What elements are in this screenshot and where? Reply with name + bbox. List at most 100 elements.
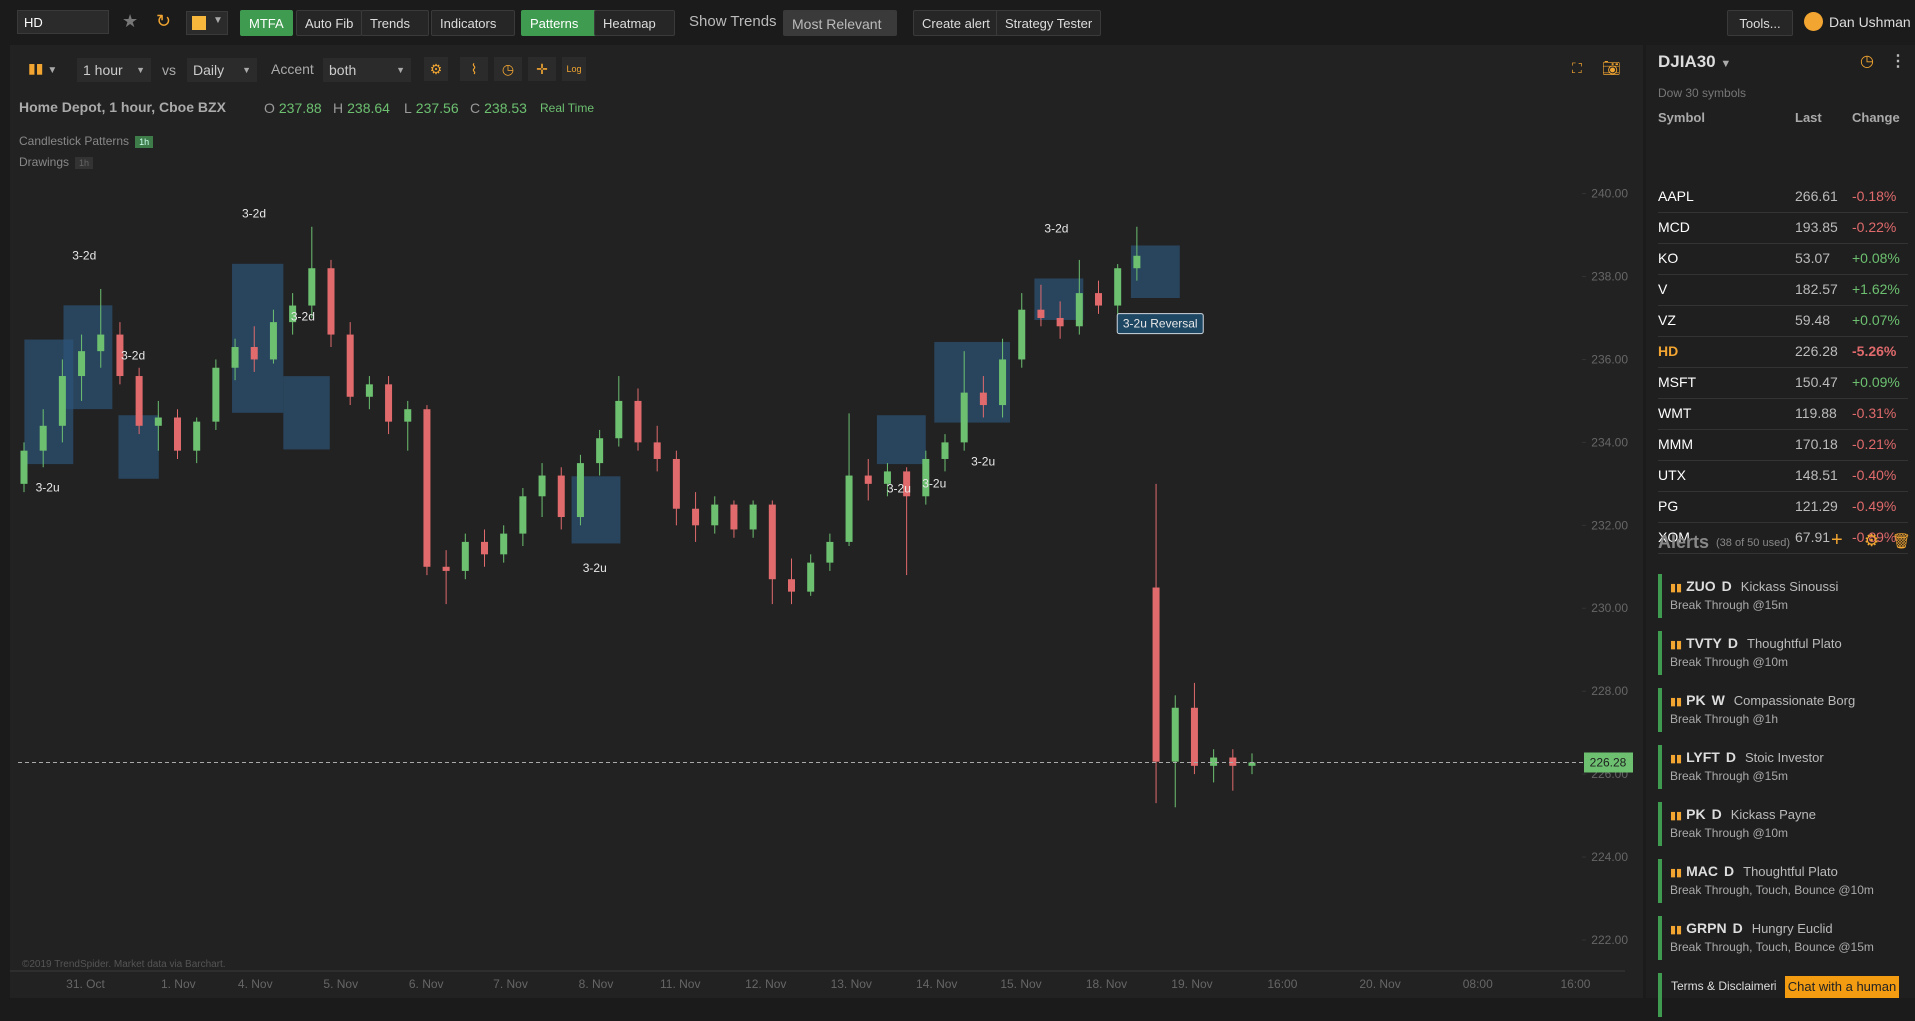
x-tick-label: 7. Nov bbox=[493, 977, 528, 991]
watchlist-row[interactable]: PG 121.29 -0.49% bbox=[1658, 492, 1908, 523]
alert-item[interactable]: ▮▮ LYFT D Stoic Investor Break Through @15m bbox=[1658, 745, 1913, 793]
watchlist-row[interactable]: MSFT 150.47 +0.09% bbox=[1658, 368, 1908, 399]
interval-dropdown[interactable]: 1 hour ▼ bbox=[77, 58, 151, 82]
chat-button[interactable]: Chat with a human bbox=[1785, 976, 1899, 998]
column-header: Last bbox=[1795, 110, 1822, 125]
alert-settings[interactable]: ⚙ bbox=[1864, 531, 1880, 550]
cross-tool[interactable]: ✛ bbox=[528, 57, 556, 81]
toolbar-button[interactable]: MTFA bbox=[240, 10, 293, 36]
symbol-input[interactable]: HD bbox=[17, 10, 109, 34]
color-picker[interactable]: ▼ bbox=[186, 11, 228, 35]
alert-condition: Break Through, Touch, Bounce @15m bbox=[1670, 940, 1874, 954]
alert-delete[interactable]: 🗑︎ bbox=[1892, 533, 1912, 550]
realtime-status: Real Time bbox=[540, 101, 595, 115]
watchlist-row[interactable]: WMT 119.88 -0.31% bbox=[1658, 399, 1908, 430]
sort-dropdown[interactable]: Most Relevant ▾ bbox=[783, 10, 897, 58]
pattern-label: 3-2u bbox=[971, 455, 995, 469]
alert-item[interactable]: ▮▮ ZUO D Kickass Sinoussi Break Through @15m bbox=[1658, 574, 1913, 622]
toolbar-button[interactable]: Trends bbox=[361, 10, 429, 36]
alert-item[interactable]: ▮▮ MAC D Thoughtful Plato Break Through, Tou… bbox=[1658, 859, 1913, 907]
watchlist-row[interactable]: XOM 67.91 -0.89% bbox=[1658, 523, 1908, 554]
tools-button[interactable]: Tools... bbox=[1727, 10, 1793, 36]
toolbar-button[interactable]: Heatmap bbox=[594, 10, 675, 36]
watchlist-row[interactable]: MMM 170.18 -0.21% bbox=[1658, 430, 1908, 461]
alert-item[interactable]: ▮▮ PK W Compassionate Borg Break Through @1h bbox=[1658, 688, 1913, 736]
alert-line: ▮▮ MAC D Thoughtful Plato bbox=[1670, 863, 1838, 879]
accent-value: both bbox=[329, 62, 357, 78]
pattern-box bbox=[934, 341, 1011, 423]
alert-item[interactable]: ▮▮ TVTY D Thoughtful Plato Break Through @10… bbox=[1658, 631, 1913, 679]
candle-body bbox=[212, 367, 220, 422]
star-icon[interactable]: ★ bbox=[122, 11, 139, 31]
layer-name: Candlestick Patterns bbox=[19, 134, 130, 148]
camera-icon[interactable]: 📷︎ bbox=[1602, 60, 1622, 77]
show-trends[interactable]: Show Trends bbox=[689, 13, 777, 30]
chart-type-icon[interactable]: ▮▮ ▼ bbox=[28, 60, 58, 76]
x-tick-label: 13. Nov bbox=[831, 977, 872, 991]
candle-body bbox=[1171, 707, 1179, 762]
add-alert[interactable]: + bbox=[1831, 529, 1843, 551]
layer-tag: 1h bbox=[135, 136, 154, 148]
draw-tool[interactable]: ⌇ bbox=[460, 57, 488, 81]
toolbar-button[interactable]: Patterns bbox=[521, 10, 598, 36]
candle-body bbox=[1114, 268, 1122, 306]
candle-body bbox=[442, 566, 450, 571]
alert-condition: Break Through @10m bbox=[1670, 826, 1789, 840]
watchlist-row[interactable]: AAPL 266.61 -0.18% bbox=[1658, 182, 1908, 213]
alert-status-bar bbox=[1658, 688, 1662, 732]
user-name[interactable]: Dan Ushman bbox=[1829, 14, 1911, 30]
row-symbol: HD bbox=[1658, 343, 1679, 359]
pattern-label: 3-2d bbox=[72, 248, 96, 262]
alert-timeframe: W bbox=[1711, 692, 1725, 708]
row-last: 150.47 bbox=[1795, 374, 1838, 390]
fullscreen-icon[interactable]: ⛶ bbox=[1572, 60, 1582, 76]
candle-body bbox=[941, 442, 949, 459]
alert-icon: ▮▮ bbox=[1670, 810, 1683, 822]
candle-body bbox=[711, 504, 719, 526]
create-alert-button[interactable]: Create alert bbox=[913, 10, 999, 36]
watchlist-row[interactable]: UTX 148.51 -0.40% bbox=[1658, 461, 1908, 492]
alert-item[interactable]: ▮▮ GRPN D Hungry Euclid Break Through, Touch… bbox=[1658, 916, 1913, 964]
watchlist-name[interactable]: DJIA30 ▼ bbox=[1658, 52, 1732, 71]
candle-body bbox=[193, 421, 201, 451]
row-symbol: AAPL bbox=[1658, 188, 1694, 204]
candle-body bbox=[883, 471, 891, 484]
row-symbol: PG bbox=[1658, 498, 1679, 514]
color-swatch bbox=[192, 16, 206, 30]
log-toggle[interactable]: Log bbox=[562, 57, 586, 81]
refresh-icon[interactable]: ↻ bbox=[156, 11, 172, 31]
watchlist-row[interactable]: VZ 59.48 +0.07% bbox=[1658, 306, 1908, 337]
toolbar-button[interactable]: Indicators bbox=[431, 10, 516, 36]
candle-body bbox=[692, 508, 700, 526]
settings-button[interactable]: ⚙ bbox=[424, 57, 448, 81]
chart-panel bbox=[10, 45, 1643, 998]
candle-body bbox=[749, 504, 757, 530]
dropdown-arrow: ▼ bbox=[213, 15, 223, 26]
last-price-tag bbox=[1584, 752, 1633, 773]
accent-dropdown[interactable]: both ▼ bbox=[323, 58, 411, 82]
candle-body bbox=[615, 400, 623, 439]
watchlist-row[interactable]: HD 226.28 -5.26% bbox=[1658, 337, 1908, 368]
pattern-label: 3-2d bbox=[1044, 221, 1068, 235]
alert-status-bar bbox=[1658, 802, 1662, 846]
terms-link[interactable]: Terms & Disclaimer bbox=[1671, 979, 1775, 993]
watchlist-row[interactable]: KO 53.07 +0.08% bbox=[1658, 244, 1908, 275]
compare-dropdown[interactable]: Daily ▼ bbox=[187, 58, 257, 82]
watchlist-row[interactable]: V 182.57 +1.62% bbox=[1658, 275, 1908, 306]
alert-item[interactable]: ▮▮ PK D Kickass Payne Break Through @10m bbox=[1658, 802, 1913, 850]
pattern-box bbox=[1130, 245, 1180, 298]
row-symbol: MSFT bbox=[1658, 374, 1697, 390]
strategy-tester-button[interactable]: Strategy Tester bbox=[996, 10, 1102, 36]
top-toolbar: HD ★ ↻ ▼ MTFA Auto Fib Trends Indicators Pat… bbox=[0, 0, 1915, 58]
toolbar-button[interactable]: Auto Fib bbox=[296, 10, 363, 36]
x-tick-label: 1. Nov bbox=[161, 977, 196, 991]
clock-icon[interactable]: ◷ bbox=[1860, 53, 1874, 70]
row-change: +0.07% bbox=[1852, 312, 1900, 328]
ohlc-item: H 238.64 bbox=[333, 100, 390, 116]
alert-condition: Break Through @1h bbox=[1670, 712, 1779, 726]
watchlist-row[interactable]: MCD 193.85 -0.22% bbox=[1658, 213, 1908, 244]
time-tool[interactable]: ◷ bbox=[494, 57, 522, 81]
menu-icon[interactable]: ⋮ bbox=[1890, 53, 1906, 70]
candle-body bbox=[1075, 293, 1083, 327]
ohlc-label: C bbox=[470, 100, 481, 116]
